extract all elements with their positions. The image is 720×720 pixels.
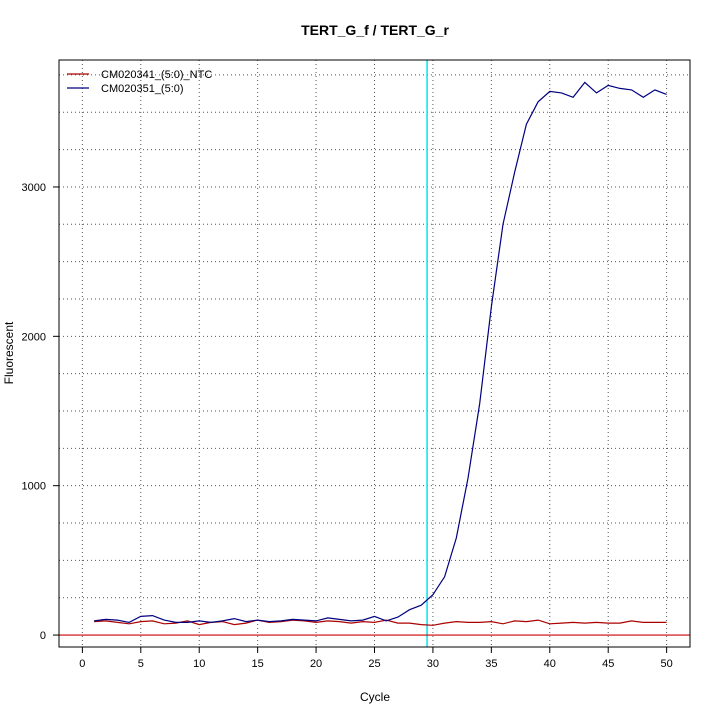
series-line-2	[94, 81, 667, 624]
x-tick-label: 20	[310, 658, 322, 670]
y-tick-label: 2000	[22, 331, 46, 343]
series-line-1	[94, 619, 667, 626]
x-axis: 0 5 10 15 20 25 30 35 40 45 50	[79, 647, 673, 670]
x-tick-label: 30	[427, 658, 439, 670]
legend-label-2: CM020351_(5:0)	[101, 83, 184, 95]
x-tick-label: 35	[485, 658, 497, 670]
x-tick-label: 0	[79, 658, 85, 670]
x-tick-label: 40	[544, 658, 556, 670]
x-tick-label: 25	[368, 658, 380, 670]
x-tick-label: 45	[602, 658, 614, 670]
y-axis: 0 1000 2000 3000	[22, 182, 59, 642]
legend-label-1: CM020341_(5:0)_NTC	[101, 69, 212, 81]
series-layer	[94, 81, 667, 626]
chart-title: TERT_G_f / TERT_G_r	[301, 22, 449, 38]
y-tick-label: 0	[40, 630, 46, 642]
legend: CM020341_(5:0)_NTC CM020351_(5:0)	[67, 69, 212, 95]
x-axis-label: Cycle	[360, 690, 390, 704]
x-tick-label: 10	[193, 658, 205, 670]
y-axis-label: Fluorescent	[2, 321, 16, 384]
x-tick-label: 5	[138, 658, 144, 670]
y-tick-label: 3000	[22, 182, 46, 194]
x-tick-label: 15	[252, 658, 264, 670]
x-tick-label: 50	[661, 658, 673, 670]
y-tick-label: 1000	[22, 481, 46, 493]
